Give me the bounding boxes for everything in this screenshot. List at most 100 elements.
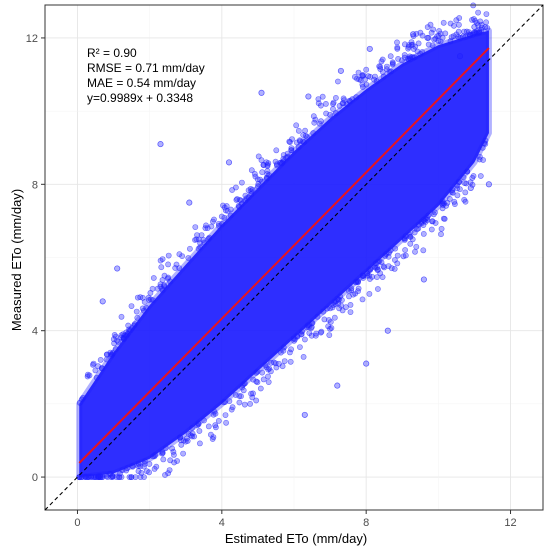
cloud-edge-point: [475, 9, 481, 16]
scatter-point: [485, 181, 492, 188]
cloud-edge-point: [83, 474, 89, 480]
cloud-edge-point: [450, 33, 457, 39]
cloud-edge-point: [118, 313, 125, 320]
cloud-edge-point: [178, 441, 185, 448]
cloud-edge-point: [439, 198, 446, 205]
cloud-edge-point: [147, 289, 154, 296]
cloud-edge-point: [324, 305, 330, 312]
cloud-edge-point: [302, 127, 308, 134]
cloud-edge-point: [222, 412, 229, 418]
cloud-edge-point: [363, 66, 370, 73]
cloud-edge-point: [420, 222, 427, 228]
cloud-edge-point: [99, 474, 106, 480]
cloud-edge-point: [477, 173, 484, 179]
cloud-edge-point: [112, 346, 119, 352]
cloud-edge-point: [469, 181, 476, 188]
cloud-edge-point: [139, 294, 146, 301]
cloud-edge-point: [366, 290, 373, 297]
cloud-edge-point: [273, 162, 280, 169]
cloud-edge-point: [186, 245, 193, 252]
cloud-edge-point: [334, 78, 341, 85]
cloud-edge-point: [93, 474, 99, 480]
cloud-edge-point: [417, 50, 424, 57]
cloud-edge-point: [365, 267, 372, 274]
cloud-edge-point: [174, 458, 180, 464]
cloud-edge-point: [236, 203, 243, 210]
cloud-edge-point: [320, 308, 327, 315]
cloud-edge-point: [472, 17, 479, 24]
cloud-edge-point: [332, 110, 339, 116]
scatter-point: [410, 31, 417, 38]
cloud-edge-point: [402, 252, 409, 259]
cloud-edge-point: [388, 265, 395, 272]
cloud-edge-point: [332, 95, 339, 101]
cloud-edge-point: [308, 320, 315, 327]
cloud-edge-point: [176, 251, 183, 258]
cloud-edge-point: [327, 325, 333, 332]
cloud-edge-point: [405, 44, 412, 50]
annotation-line: R² = 0.90: [87, 46, 137, 60]
scatter-point: [420, 276, 427, 283]
annotation-line: RMSE = 0.71 mm/day: [87, 61, 205, 75]
cloud-edge-point: [270, 359, 277, 366]
cloud-edge-point: [394, 44, 401, 51]
cloud-edge-point: [227, 212, 234, 219]
cloud-edge-point: [188, 432, 194, 439]
cloud-edge-point: [254, 379, 261, 386]
cloud-edge-point: [482, 140, 489, 147]
cloud-edge-point: [318, 118, 324, 125]
cloud-edge-point: [150, 453, 156, 460]
cloud-edge-point: [476, 27, 483, 34]
cloud-edge-point: [192, 224, 199, 230]
cloud-edge-point: [151, 465, 158, 472]
cloud-edge-point: [409, 236, 416, 243]
cloud-edge-point: [451, 201, 458, 207]
cloud-edge-point: [93, 374, 100, 381]
cloud-edge-point: [340, 100, 347, 107]
x-tick-label: 12: [504, 517, 516, 529]
cloud-edge-point: [224, 207, 231, 214]
cloud-edge-point: [480, 157, 486, 163]
cloud-edge-point: [300, 353, 307, 360]
cloud-edge-point: [353, 94, 360, 101]
cloud-edge-point: [134, 314, 141, 321]
cloud-edge-point: [97, 356, 104, 363]
cloud-edge-point: [223, 203, 230, 209]
cloud-edge-point: [162, 472, 168, 478]
scatter-point: [467, 184, 474, 192]
cloud-edge-point: [247, 185, 254, 192]
cloud-edge-point: [201, 239, 207, 246]
cloud-edge-point: [259, 369, 266, 376]
cloud-edge-point: [326, 332, 333, 338]
cloud-edge-point: [383, 63, 390, 70]
cloud-edge-point: [177, 437, 184, 444]
cloud-edge-point: [411, 229, 418, 236]
cloud-edge-point: [209, 436, 216, 442]
cloud-edge-point: [432, 209, 438, 216]
cloud-edge-point: [194, 422, 201, 429]
cloud-edge-point: [436, 28, 442, 34]
cloud-edge-point: [185, 255, 192, 261]
cloud-edge-point: [394, 260, 401, 267]
cloud-edge-point: [377, 63, 384, 70]
cloud-edge-point: [385, 253, 392, 260]
cloud-edge-point: [97, 474, 104, 480]
one-to-one-line: [44, 4, 544, 511]
cloud-edge-point: [162, 445, 169, 451]
cloud-edge-point: [438, 231, 444, 238]
scatter-point: [114, 265, 121, 272]
cloud-edge-point: [129, 462, 136, 469]
y-tick-label: 0: [32, 472, 38, 484]
scatter-point: [305, 93, 312, 100]
y-tick-label: 4: [32, 326, 38, 338]
cloud-edge-point: [310, 113, 317, 120]
cloud-edge-point: [239, 382, 246, 388]
cloud-edge-point: [147, 296, 154, 303]
cloud-edge-point: [379, 56, 386, 63]
cloud-edge-point: [449, 189, 455, 195]
cloud-edge-point: [345, 288, 352, 294]
cloud-edge-point: [219, 220, 225, 227]
cloud-edge-point: [257, 385, 264, 392]
cloud-edge-point: [338, 297, 345, 303]
regression-line: [78, 47, 490, 464]
